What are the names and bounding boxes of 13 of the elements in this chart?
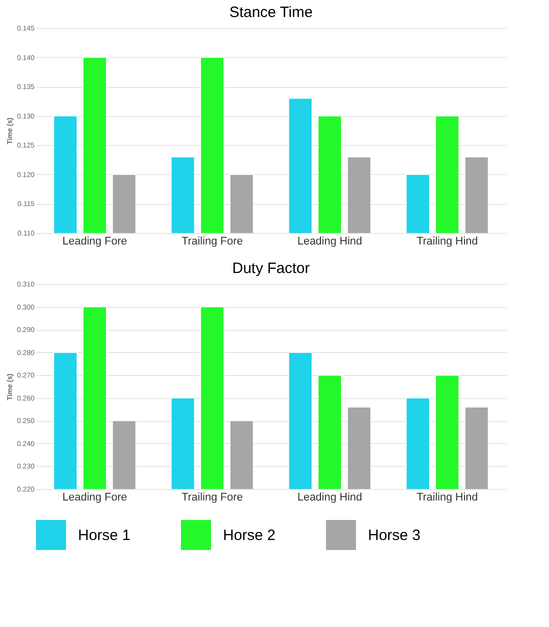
x-tick-label: Trailing Fore: [182, 236, 243, 248]
chart-title: Stance Time: [229, 4, 313, 21]
x-tick-label: Leading Fore: [62, 236, 128, 248]
x-tick-label: Trailing Hind: [416, 492, 478, 504]
x-tick-label: Leading Fore: [62, 492, 128, 504]
chart-title: Duty Factor: [232, 260, 310, 277]
legend-label: Horse 2: [223, 527, 276, 544]
x-tick-label: Trailing Hind: [416, 236, 478, 248]
x-tick-label: Leading Hind: [297, 236, 362, 248]
x-tick-label: Trailing Fore: [182, 492, 243, 504]
legend-label: Horse 3: [368, 527, 421, 544]
x-tick-label: Leading Hind: [297, 492, 362, 504]
legend-label: Horse 1: [78, 527, 131, 544]
